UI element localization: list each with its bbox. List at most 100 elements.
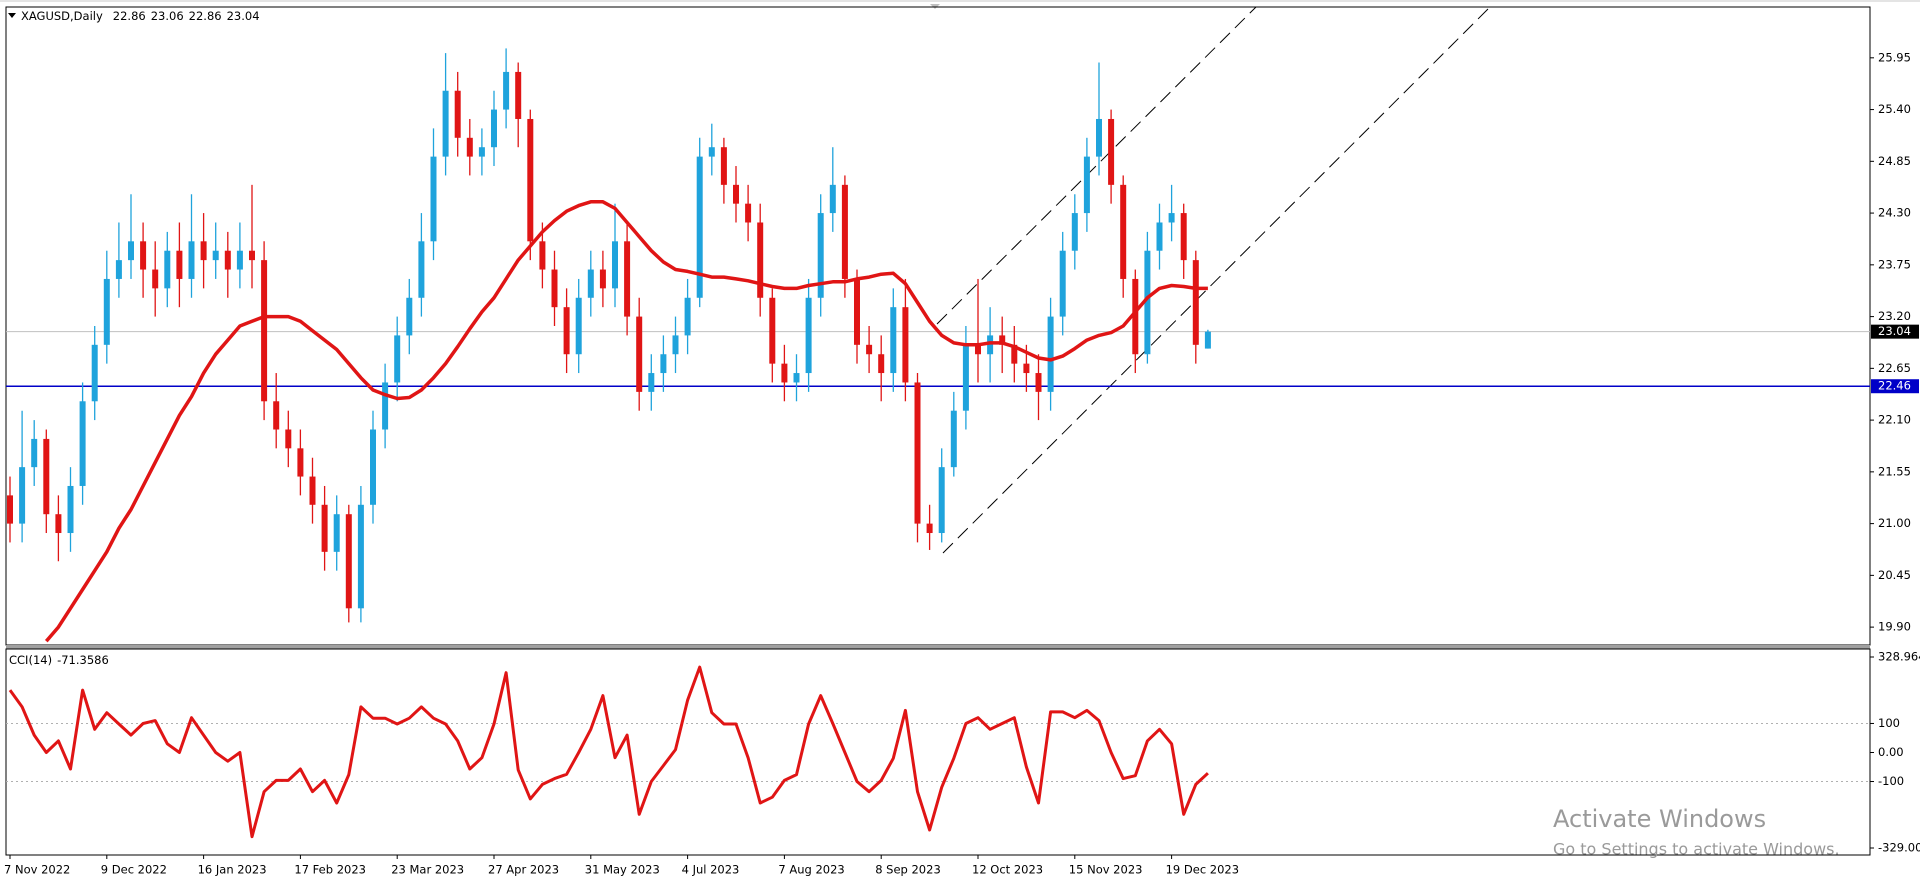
x-tick-label: 17 Feb 2023 [294, 863, 366, 877]
candle-body [624, 241, 631, 317]
y-tick-label: -100 [1878, 774, 1904, 788]
candle-body [31, 438, 38, 468]
candle-body [1204, 331, 1211, 349]
candle-body [333, 514, 340, 552]
candle-body [1156, 222, 1163, 251]
watermark-title: Activate Windows [1553, 805, 1766, 833]
x-tick-label: 31 May 2023 [585, 863, 660, 877]
candle-body [829, 184, 836, 214]
candle-body [370, 429, 376, 505]
header-open: 22.86 [113, 9, 146, 23]
candle-body [285, 429, 292, 449]
candle-body [454, 90, 461, 138]
candle-body [297, 448, 304, 477]
candle-body [394, 335, 401, 383]
candle-body [140, 241, 147, 270]
candle-body [696, 156, 703, 298]
candle-body [491, 109, 497, 148]
candle-body [733, 184, 739, 204]
header-high: 23.06 [151, 9, 184, 23]
cci-plot [6, 665, 1870, 839]
candle-body [382, 382, 389, 430]
candle-body [987, 335, 994, 355]
candle-body [236, 250, 243, 270]
candle-body [769, 297, 776, 364]
candle-body [599, 269, 606, 289]
candle-body [1108, 118, 1115, 185]
moving-average [44, 200, 1208, 643]
candle-body [1120, 184, 1127, 279]
cci-title: CCI(14) [9, 653, 52, 667]
candle-body [1096, 118, 1102, 157]
candle-body [938, 467, 945, 534]
x-tick-label: 12 Oct 2023 [972, 863, 1043, 877]
candle-body [200, 241, 207, 261]
candle-body [660, 354, 667, 374]
candle-body [152, 269, 159, 289]
candle-body [224, 250, 231, 270]
candle-body [515, 71, 522, 119]
candle-body [745, 203, 752, 223]
candle-body [841, 184, 848, 279]
candle-body [478, 147, 485, 157]
candle-body [321, 504, 328, 552]
candle-body [950, 410, 957, 468]
candle-body [962, 344, 969, 411]
y-tick-label: 23.20 [1878, 309, 1911, 323]
y-tick-label: 25.95 [1878, 50, 1911, 64]
level-label: 22.46 [1878, 379, 1911, 393]
header-close: 23.04 [227, 9, 260, 23]
candle-body [612, 241, 618, 289]
candle-body [551, 269, 558, 308]
candle-body [805, 297, 812, 374]
cci-line [8, 665, 1209, 839]
candle-body [587, 269, 594, 298]
candle-body [1059, 250, 1066, 317]
candle-body [261, 260, 268, 402]
candle-body [684, 297, 691, 336]
y-tick-label: 23.75 [1878, 257, 1911, 271]
y-tick-label: 24.85 [1878, 154, 1911, 168]
candle-body [781, 363, 788, 383]
y-tick-label: 24.30 [1878, 206, 1911, 220]
candle-body [575, 297, 582, 355]
candle-body [115, 260, 122, 279]
x-tick-label: 16 Jan 2023 [198, 863, 267, 877]
candle-body [176, 250, 183, 279]
y-tick-label: 21.55 [1878, 464, 1911, 478]
candle-body [672, 335, 679, 355]
candle-body [720, 147, 727, 185]
candle-body [309, 476, 316, 505]
header-low: 22.86 [189, 9, 222, 23]
y-tick-label: 25.40 [1878, 102, 1911, 116]
candle-body [648, 373, 655, 392]
candle-body [1035, 373, 1042, 392]
candle-body [503, 71, 510, 110]
candle-body [1144, 250, 1151, 355]
candle-body [1168, 213, 1175, 223]
cci-header: CCI(14) -71.3586 [9, 653, 109, 667]
candle-body [999, 335, 1006, 345]
candle-body [1180, 213, 1187, 261]
candle-body [757, 222, 764, 298]
candle-body [1083, 156, 1090, 214]
x-tick-label: 19 Dec 2023 [1166, 863, 1239, 877]
x-tick-label: 15 Nov 2023 [1069, 863, 1143, 877]
candle-body [164, 250, 171, 289]
candle-body [273, 401, 280, 430]
symbol-title: XAGUSD,Daily [21, 9, 103, 23]
candle-body [249, 250, 255, 261]
y-tick-label: 0.00 [1878, 745, 1904, 759]
candle-body [19, 467, 26, 524]
x-tick-label: 7 Aug 2023 [778, 863, 844, 877]
candle-body [708, 147, 715, 157]
candle-body [563, 307, 570, 355]
candle-body [7, 495, 13, 524]
candle-body [345, 514, 352, 609]
candle-body [128, 241, 134, 261]
current-price-label: 23.04 [1878, 324, 1911, 338]
current-price-box [1871, 324, 1919, 339]
candle-body [1132, 278, 1139, 355]
